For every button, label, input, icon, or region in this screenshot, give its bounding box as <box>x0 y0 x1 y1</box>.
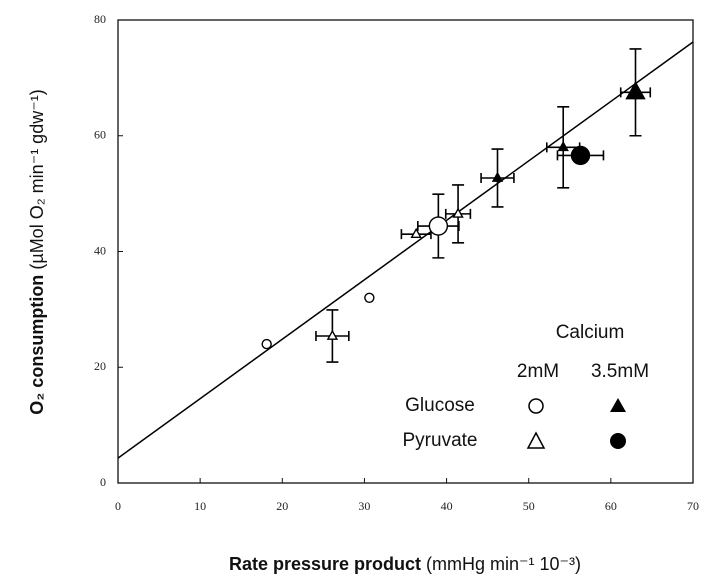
y-axis-label: O₂ consumption (µMol O₂ min⁻¹ gdw⁻¹) <box>27 89 47 414</box>
legend-row: Glucose <box>405 395 475 416</box>
data-point <box>261 338 272 350</box>
x-tick-label: 30 <box>358 499 370 513</box>
legend-column: 3.5mM <box>591 361 649 382</box>
y-tick-label: 60 <box>94 128 106 142</box>
x-tick-label: 10 <box>194 499 206 513</box>
y-label-units: (µMol O₂ min⁻¹ gdw⁻¹) <box>27 89 47 269</box>
y-tick-label: 40 <box>94 243 106 257</box>
x-tick-label: 0 <box>115 499 121 513</box>
legend-row: Pyruvate <box>403 430 478 451</box>
x-tick-label: 70 <box>687 499 699 513</box>
data-point <box>557 140 569 152</box>
x-tick-label: 60 <box>605 499 617 513</box>
data-point <box>364 292 375 303</box>
y-tick-label: 0 <box>100 475 106 489</box>
data-point <box>410 227 422 238</box>
y-tick-label: 80 <box>94 12 106 26</box>
data-point <box>326 329 339 340</box>
legend-marker <box>610 398 626 412</box>
x-label-main: Rate pressure product <box>229 554 421 574</box>
x-label-units: (mmHg min⁻¹ 10⁻³) <box>426 554 581 574</box>
data-point <box>491 171 504 182</box>
x-axis-label: Rate pressure product (mmHg min⁻¹ 10⁻³) <box>229 554 581 574</box>
legend-marker <box>610 433 626 449</box>
legend-title: Calcium <box>556 322 625 343</box>
y-tick-label: 20 <box>94 359 106 373</box>
x-tick-label: 20 <box>276 499 288 513</box>
legend-marker <box>526 431 546 449</box>
data-point <box>452 207 464 218</box>
data-point <box>428 216 449 236</box>
legend-column: 2mM <box>517 361 559 382</box>
y-label-main: O₂ consumption <box>27 275 47 415</box>
x-tick-label: 40 <box>441 499 453 513</box>
data-point <box>625 81 646 100</box>
legend-marker <box>528 398 544 414</box>
x-tick-label: 50 <box>523 499 535 513</box>
data-point <box>570 145 591 166</box>
fit-line <box>117 41 694 459</box>
